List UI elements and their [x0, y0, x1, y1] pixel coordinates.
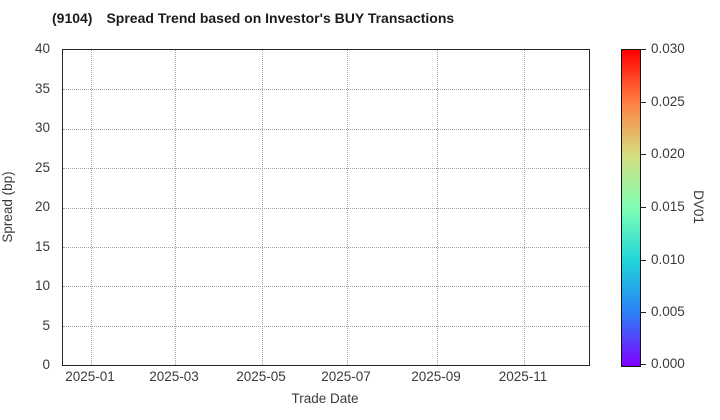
colorbar-tick-label: 0.000	[651, 356, 685, 371]
gridline-y-20	[63, 207, 589, 209]
colorbar-tick-label: 0.015	[651, 199, 685, 214]
gridline-y-30	[63, 128, 589, 130]
colorbar-tick-label: 0.005	[651, 304, 685, 320]
x-tick-label: 2025-05	[236, 369, 286, 384]
y-tick-label: 35	[34, 80, 50, 96]
colorbar-tick-label: 0.010	[651, 251, 685, 267]
colorbar-tickmark	[640, 154, 646, 156]
chart-title: (9104) Spread Trend based on Investor's B…	[52, 10, 454, 26]
y-tick-label: 10	[34, 278, 50, 293]
gridline-x-2025-09	[437, 50, 438, 365]
x-tick-label: 2025-11	[498, 369, 548, 384]
x-axis-label: Trade Date	[291, 391, 359, 406]
gridline-y-25	[63, 168, 589, 170]
gridline-x-2025-11	[524, 50, 525, 365]
chart-title-text: Spread Trend based on Investor's BUY Tra…	[106, 10, 455, 26]
y-tick-label: 15	[34, 238, 50, 254]
y-tick-label: 5	[42, 317, 50, 333]
plot-area	[62, 49, 590, 366]
colorbar-tickmark	[640, 207, 646, 208]
colorbar-tickmark	[640, 49, 646, 50]
y-tick-label: 30	[34, 120, 50, 135]
x-tick-label: 2025-03	[149, 369, 199, 384]
x-tick-label: 2025-07	[321, 369, 371, 384]
x-tick-label: 2025-01	[65, 369, 115, 384]
colorbar-tick-label: 0.025	[651, 93, 685, 109]
colorbar-tick-label: 0.020	[651, 146, 685, 162]
colorbar-tickmark	[640, 312, 646, 314]
colorbar-tickmark	[640, 259, 646, 261]
y-tick-label: 40	[34, 41, 50, 56]
y-tick-label: 25	[34, 159, 50, 175]
colorbar-label: DV01	[691, 190, 706, 224]
gridline-x-2025-01	[91, 50, 92, 365]
gridline-x-2025-03	[175, 50, 176, 365]
gridline-y-5	[63, 325, 589, 327]
y-tick-label: 0	[42, 357, 50, 372]
colorbar-tickmark	[640, 364, 646, 365]
colorbar-tick-label: 0.030	[651, 41, 685, 56]
gridline-y-10	[63, 286, 589, 288]
gridline-y-35	[63, 89, 589, 91]
gridline-y-15	[63, 246, 589, 248]
x-tick-label: 2025-09	[411, 369, 461, 384]
gridline-x-2025-07	[347, 50, 348, 365]
gridline-x-2025-05	[262, 50, 263, 365]
y-tick-label: 20	[34, 199, 50, 214]
colorbar-tickmark	[640, 101, 646, 103]
ticker-code: (9104)	[52, 10, 93, 26]
colorbar-gradient	[621, 49, 641, 367]
